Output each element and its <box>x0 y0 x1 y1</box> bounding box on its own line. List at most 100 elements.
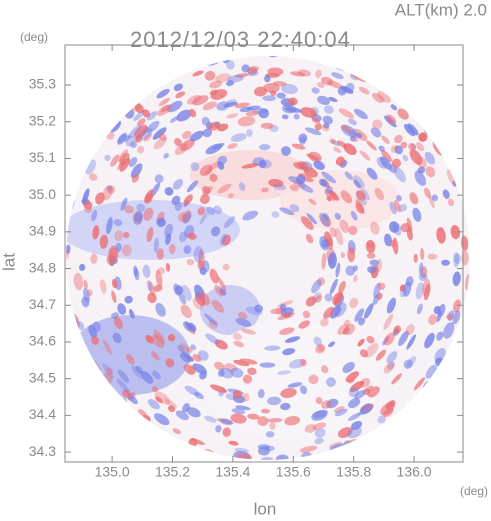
echo-cell <box>312 422 327 430</box>
echo-cell <box>386 297 397 314</box>
echo-cell <box>347 412 361 421</box>
echo-cell <box>399 285 405 292</box>
echo-cell <box>204 313 218 326</box>
echo-cell <box>267 418 283 423</box>
echo-cell <box>137 118 146 127</box>
echo-cell <box>340 252 345 259</box>
echo-cell <box>300 107 317 118</box>
echo-cell <box>145 334 153 343</box>
echo-cell <box>257 389 265 399</box>
x-tick-label: 136.0 <box>397 464 432 480</box>
echo-cell <box>106 185 113 192</box>
echo-cell <box>427 253 438 260</box>
echo-cell <box>257 444 270 450</box>
echo-cell <box>394 145 403 155</box>
echo-cell <box>242 393 250 402</box>
echo-cell <box>313 336 322 347</box>
echo-cell <box>356 190 366 201</box>
echo-cell <box>327 252 337 269</box>
echo-cell <box>206 206 216 216</box>
echo-cell <box>199 267 207 276</box>
echo-cell <box>321 365 329 374</box>
echo-cell <box>350 420 363 430</box>
echo-cell <box>183 245 192 254</box>
echo-cell <box>175 91 186 99</box>
echo-cell <box>263 83 280 93</box>
echo-cell <box>230 413 247 424</box>
echo-cell <box>254 304 264 313</box>
echo-cell <box>123 134 131 142</box>
echo-cell <box>183 364 196 375</box>
echo-cell <box>379 156 392 170</box>
echo-cell <box>153 136 167 150</box>
echo-cell <box>116 378 130 393</box>
echo-cell <box>173 83 183 92</box>
echo-cell <box>284 416 301 426</box>
echo-cell <box>390 104 398 111</box>
echo-cell <box>148 281 156 297</box>
echo-cell <box>289 204 300 213</box>
echo-cell <box>418 133 427 142</box>
echo-cell <box>280 146 291 156</box>
echo-cell <box>260 408 271 414</box>
echo-cell <box>146 120 160 134</box>
echo-cell <box>131 173 140 183</box>
echo-cell <box>425 364 438 379</box>
echo-cell <box>222 427 232 437</box>
echo-cell <box>335 262 341 278</box>
echo-cell <box>227 74 244 83</box>
echo-cell <box>217 183 232 194</box>
echo-cell <box>349 135 356 142</box>
echo-cell <box>156 248 164 260</box>
echo-cell <box>300 216 314 230</box>
echo-cell <box>405 276 414 287</box>
echo-cell <box>152 127 167 140</box>
echo-cell <box>133 265 138 277</box>
echo-cell <box>147 399 160 410</box>
echo-cell <box>348 130 358 139</box>
echo-cell <box>353 179 362 189</box>
echo-cell <box>347 426 362 439</box>
echo-cell <box>164 223 173 238</box>
echo-cell <box>95 192 105 205</box>
echo-cell <box>377 282 386 290</box>
echo-cell <box>408 142 416 152</box>
echo-cell <box>279 207 295 216</box>
echo-cell <box>154 413 170 426</box>
echo-cell <box>241 328 256 335</box>
echo-cell <box>325 186 333 194</box>
echo-cell <box>158 97 170 107</box>
echo-cell <box>219 233 227 246</box>
echo-cell <box>90 253 98 264</box>
echo-cell <box>197 350 209 361</box>
echo-cell <box>311 279 322 294</box>
echo-cell <box>454 253 461 265</box>
echo-cell <box>122 389 131 399</box>
echo-cell <box>192 95 209 106</box>
echo-cell <box>201 185 211 195</box>
echo-cell <box>273 183 287 191</box>
echo-cell <box>178 292 187 305</box>
echo-cell <box>297 182 314 193</box>
echo-cell <box>348 225 358 236</box>
echo-cell <box>152 334 165 348</box>
echo-cell <box>347 398 361 409</box>
echo-cell <box>318 178 328 187</box>
echo-cell <box>158 132 167 142</box>
echo-cell <box>219 418 233 426</box>
echo-cell <box>164 187 174 196</box>
echo-cell <box>424 187 431 199</box>
echo-cell <box>345 371 360 383</box>
x-axis-label: lon <box>254 499 277 518</box>
echo-cell <box>225 393 236 400</box>
echo-cell <box>151 385 159 393</box>
echo-cell <box>182 403 190 413</box>
echo-cell <box>356 132 362 138</box>
echo-cell <box>91 209 98 222</box>
echo-cell <box>414 170 426 187</box>
echo-cell <box>214 339 228 350</box>
echo-cell <box>214 284 224 297</box>
echo-cell <box>208 121 221 131</box>
y-tick-label: 35.0 <box>29 186 56 202</box>
echo-cell <box>119 152 130 166</box>
